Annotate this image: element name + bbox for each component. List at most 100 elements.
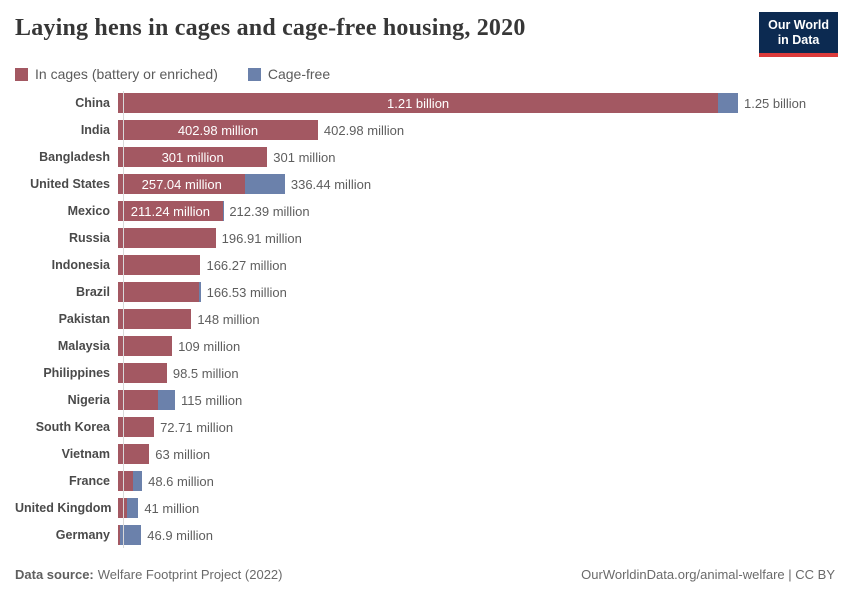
table-row: Indonesia 166.27 million	[15, 255, 835, 275]
bar-total-value: 115 million	[181, 392, 243, 408]
bar-area: 196.91 million	[118, 228, 302, 248]
bar-total-value: 41 million	[144, 500, 200, 516]
owid-logo: Our World in Data	[759, 12, 838, 57]
cages-bar-segment[interactable]	[118, 363, 167, 383]
bar-area: 211.24 million 212.39 million	[118, 201, 310, 221]
table-row: India 402.98 million 402.98 million	[15, 120, 835, 140]
country-label[interactable]: Vietnam	[61, 447, 110, 461]
bar-total-value: 72.71 million	[160, 419, 234, 435]
bar-total-value: 166.27 million	[206, 257, 287, 273]
table-row: South Korea 72.71 million	[15, 417, 835, 437]
bar-total-value: 402.98 million	[323, 122, 405, 138]
bar-area: 41 million	[118, 498, 199, 518]
bar-area: 166.27 million	[118, 255, 287, 275]
country-label[interactable]: Pakistan	[58, 312, 110, 326]
bar-area: 166.53 million	[118, 282, 287, 302]
cages-bar-segment[interactable]: 1.21 billion	[118, 93, 719, 113]
cages-legend-swatch	[15, 67, 28, 81]
bar-total-value: 148 million	[197, 311, 260, 327]
bar-area: 98.5 million	[118, 363, 239, 383]
country-label[interactable]: South Korea	[35, 420, 110, 434]
country-label[interactable]: United States	[30, 177, 110, 191]
cages-bar-segment[interactable]: 402.98 million	[118, 120, 318, 140]
table-row: Malaysia 109 million	[15, 336, 835, 356]
bar-total-value: 63 million	[155, 446, 211, 462]
cage-free-legend-swatch	[247, 67, 261, 81]
country-label[interactable]: United Kingdom	[15, 501, 112, 515]
cagefree-bar-segment[interactable]	[157, 390, 176, 410]
table-row: Nigeria 115 million	[15, 390, 835, 410]
owid-logo-line1: Our World	[768, 18, 829, 32]
bar-area: 402.98 million 402.98 million	[118, 120, 404, 140]
bar-total-value: 48.6 million	[148, 473, 214, 489]
table-row: China 1.21 billion 1.25 billion	[15, 93, 835, 113]
bar-inside-value: 257.04 million	[141, 176, 222, 192]
bar-area: 1.21 billion 1.25 billion	[118, 93, 806, 113]
country-label[interactable]: Russia	[69, 231, 110, 245]
cagefree-bar-segment[interactable]	[132, 471, 143, 491]
cagefree-bar-segment[interactable]	[245, 174, 285, 194]
country-label[interactable]: Brazil	[75, 285, 110, 299]
cagefree-bar-segment[interactable]	[198, 282, 201, 302]
data-source: Data source: Welfare Footprint Project (2…	[15, 567, 282, 582]
country-label[interactable]: Nigeria	[67, 393, 110, 407]
attribution-link[interactable]: OurWorldinData.org/animal-welfare | CC B…	[581, 567, 835, 582]
table-row: Brazil 166.53 million	[15, 282, 835, 302]
cages-bar-segment[interactable]: 211.24 million	[118, 201, 223, 221]
bar-area: 115 million	[118, 390, 242, 410]
bar-area: 257.04 million 336.44 million	[118, 174, 371, 194]
cages-bar-segment[interactable]	[118, 336, 173, 356]
bar-rows: China 1.21 billion 1.25 billion India 40…	[15, 91, 835, 548]
bar-total-value: 1.25 billion	[743, 95, 807, 111]
bar-total-value: 109 million	[178, 338, 241, 354]
cages-bar-segment[interactable]	[118, 228, 216, 248]
cages-bar-segment[interactable]	[118, 309, 192, 329]
bar-area: 148 million	[118, 309, 260, 329]
y-axis-line	[123, 91, 124, 548]
country-label[interactable]: Germany	[55, 528, 110, 542]
cagefree-bar-segment[interactable]	[119, 525, 142, 545]
bar-chart: China 1.21 billion 1.25 billion India 40…	[15, 91, 835, 548]
bar-total-value: 196.91 million	[221, 230, 302, 246]
legend-item-cage-free[interactable]: Cage-free	[247, 66, 330, 82]
table-row: Germany 46.9 million	[15, 525, 835, 545]
bar-area: 109 million	[118, 336, 240, 356]
table-row: United States 257.04 million 336.44 mill…	[15, 174, 835, 194]
bar-area: 63 million	[118, 444, 210, 464]
cagefree-bar-segment[interactable]	[718, 93, 738, 113]
cages-bar-segment[interactable]	[118, 255, 201, 275]
cages-bar-segment[interactable]	[118, 417, 155, 437]
country-label[interactable]: India	[80, 123, 110, 137]
country-label[interactable]: France	[69, 474, 110, 488]
bar-inside-value: 211.24 million	[130, 203, 211, 219]
cages-bar-segment[interactable]	[118, 525, 120, 545]
country-label[interactable]: Malaysia	[57, 339, 110, 353]
cages-bar-segment[interactable]: 257.04 million	[118, 174, 246, 194]
bar-total-value: 98.5 million	[172, 365, 239, 381]
country-label[interactable]: China	[75, 96, 110, 110]
cagefree-bar-segment[interactable]	[126, 498, 139, 518]
page-title: Laying hens in cages and cage-free housi…	[15, 15, 526, 41]
cages-bar-segment[interactable]: 301 million	[118, 147, 268, 167]
bar-inside-value: 1.21 billion	[387, 95, 450, 111]
country-label[interactable]: Philippines	[43, 366, 110, 380]
data-source-label: Data source:	[15, 567, 94, 582]
cages-bar-segment[interactable]	[118, 444, 150, 464]
bar-area: 301 million 301 million	[118, 147, 335, 167]
bar-total-value: 166.53 million	[206, 284, 287, 300]
country-label[interactable]: Mexico	[67, 204, 110, 218]
cages-bar-segment[interactable]	[118, 390, 158, 410]
table-row: France 48.6 million	[15, 471, 835, 491]
cages-bar-segment[interactable]	[118, 498, 127, 518]
table-row: Philippines 98.5 million	[15, 363, 835, 383]
legend-item-cages[interactable]: In cages (battery or enriched)	[15, 66, 218, 82]
cagefree-bar-segment[interactable]	[222, 201, 224, 221]
country-label[interactable]: Indonesia	[51, 258, 110, 272]
legend-label-cages: In cages (battery or enriched)	[35, 66, 218, 82]
legend: In cages (battery or enriched) Cage-free	[15, 66, 330, 82]
cages-bar-segment[interactable]	[118, 471, 133, 491]
country-label[interactable]: Bangladesh	[39, 150, 110, 164]
table-row: United Kingdom 41 million	[15, 498, 835, 518]
cages-bar-segment[interactable]	[118, 282, 199, 302]
